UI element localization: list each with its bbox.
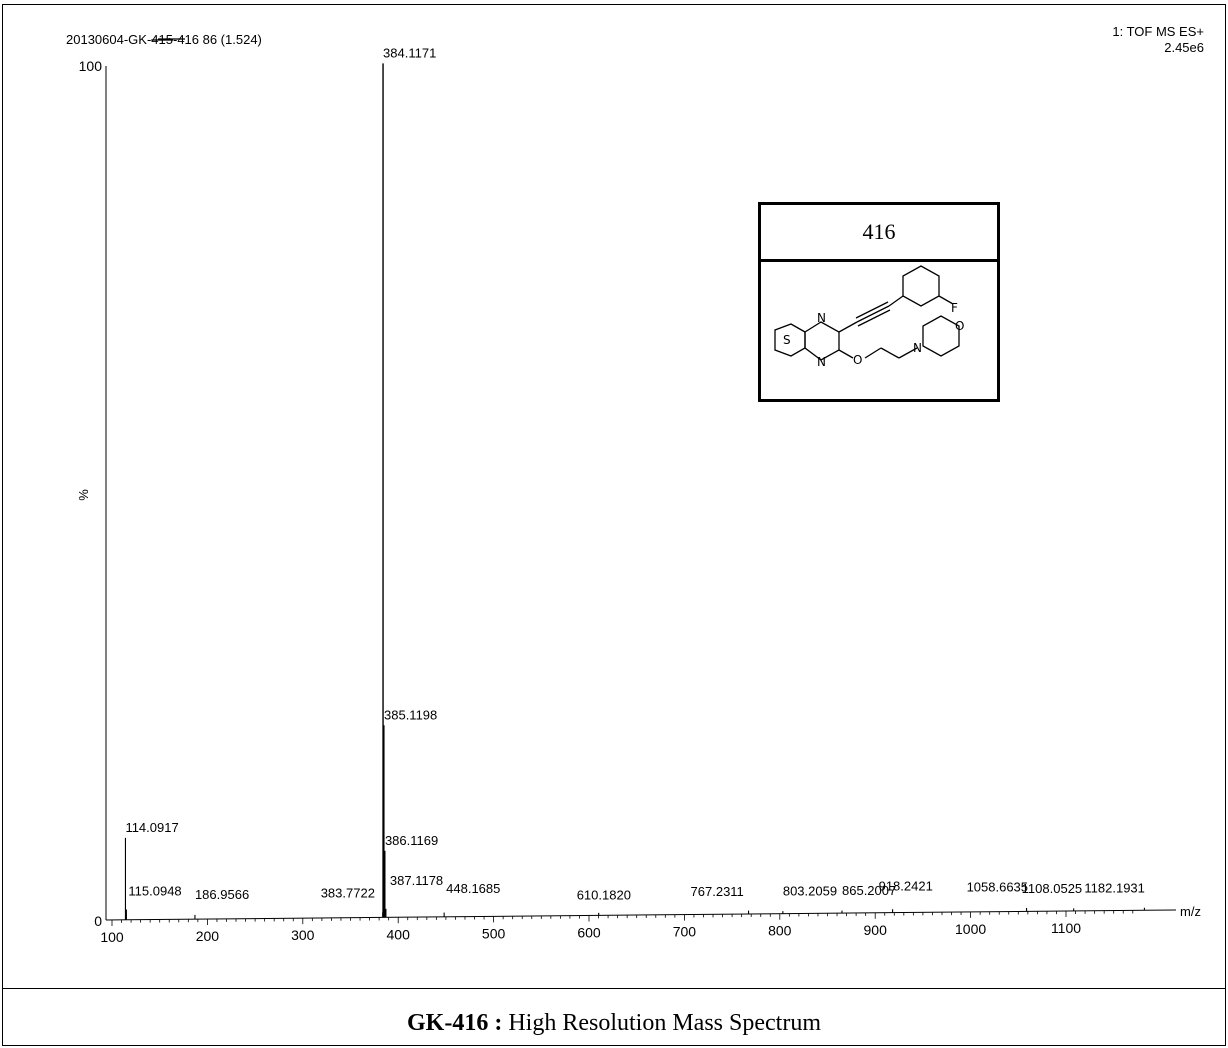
atom-n1: N	[817, 311, 826, 325]
peak-label-115.0948: 115.0948	[128, 884, 181, 899]
peak-label-383.7722: 383.7722	[321, 885, 375, 900]
peak-label-387.1178: 387.1178	[390, 873, 443, 888]
x-ticks: 100 200 300 400 500 600 700 800 900 1000 1100	[100, 910, 1134, 945]
peak-label-865.2007: 865.2007	[842, 883, 896, 898]
fluorophenyl-ring	[902, 265, 940, 307]
peak-label-1108.0525: 1108.0525	[1022, 881, 1083, 896]
peak-label-1182.1931: 1182.1931	[1084, 880, 1145, 895]
chemical-structure: S N N F O N O	[774, 265, 964, 369]
x-tick-900: 900	[864, 922, 888, 938]
atom-s: S	[783, 333, 791, 347]
x-tick-800: 800	[768, 923, 792, 939]
peak-label-803.2059: 803.2059	[783, 884, 837, 899]
peak-label-448.1685: 448.1685	[446, 881, 500, 896]
peak-label-186.9566: 186.9566	[195, 887, 249, 902]
max-intensity: 2.45e6	[1164, 40, 1204, 55]
peak-label-114.0917: 114.0917	[125, 820, 178, 835]
caption-divider	[2, 988, 1226, 989]
y-tick-0: 0	[94, 913, 102, 929]
x-tick-100: 100	[100, 929, 124, 945]
x-tick-200: 200	[196, 928, 220, 944]
x-axis-line	[105, 909, 1177, 921]
atom-n-morpholine: N	[913, 341, 922, 355]
peaks: 114.0917 115.0948 186.9566 383.7722 384.1171…	[124, 45, 1145, 920]
atom-o-ether: O	[853, 353, 862, 367]
peak-label-1058.6635: 1058.6635	[967, 879, 1028, 894]
x-tick-400: 400	[387, 926, 411, 942]
sample-id: 20130604-GK-415-416 86 (1.524)	[66, 32, 262, 47]
peak-label-918.2421: 918.2421	[879, 879, 933, 894]
peak-label-767.2311: 767.2311	[691, 884, 744, 899]
peak-label-610.1820: 610.1820	[577, 887, 631, 902]
morpholine-ring	[922, 315, 960, 357]
caption-text: High Resolution Mass Spectrum	[502, 1010, 821, 1036]
peak-label-385.1198: 385.1198	[384, 707, 437, 722]
x-tick-500: 500	[482, 925, 506, 941]
x-axis	[105, 909, 1177, 921]
x-axis-label: m/z	[1180, 904, 1201, 919]
x-tick-600: 600	[577, 924, 601, 940]
compound-label: 416	[761, 205, 997, 262]
peak-label-386.1169: 386.1169	[385, 833, 438, 848]
atom-f: F	[951, 301, 958, 315]
atom-o-morpholine: O	[955, 319, 964, 333]
x-tick-1100: 1100	[1051, 920, 1081, 936]
figure-frame	[2, 4, 1226, 1046]
atom-n2: N	[817, 355, 826, 369]
peak-label-384.1171: 384.1171	[383, 45, 436, 60]
mass-spectrum-chart: 20130604-GK-415-416 86 (1.524) 1: TOF MS…	[66, 24, 1204, 945]
x-tick-700: 700	[673, 924, 697, 940]
figure-caption: GK-416 : High Resolution Mass Spectrum	[0, 1010, 1228, 1037]
x-tick-300: 300	[291, 927, 315, 943]
y-tick-100: 100	[79, 58, 103, 74]
x-tick-1000: 1000	[955, 921, 986, 937]
y-axis-label: %	[76, 489, 91, 501]
caption-bold: GK-416 :	[407, 1010, 503, 1036]
compound-structure-box: 416 S N N F O N O	[758, 202, 1000, 402]
instrument-mode: 1: TOF MS ES+	[1112, 24, 1204, 39]
